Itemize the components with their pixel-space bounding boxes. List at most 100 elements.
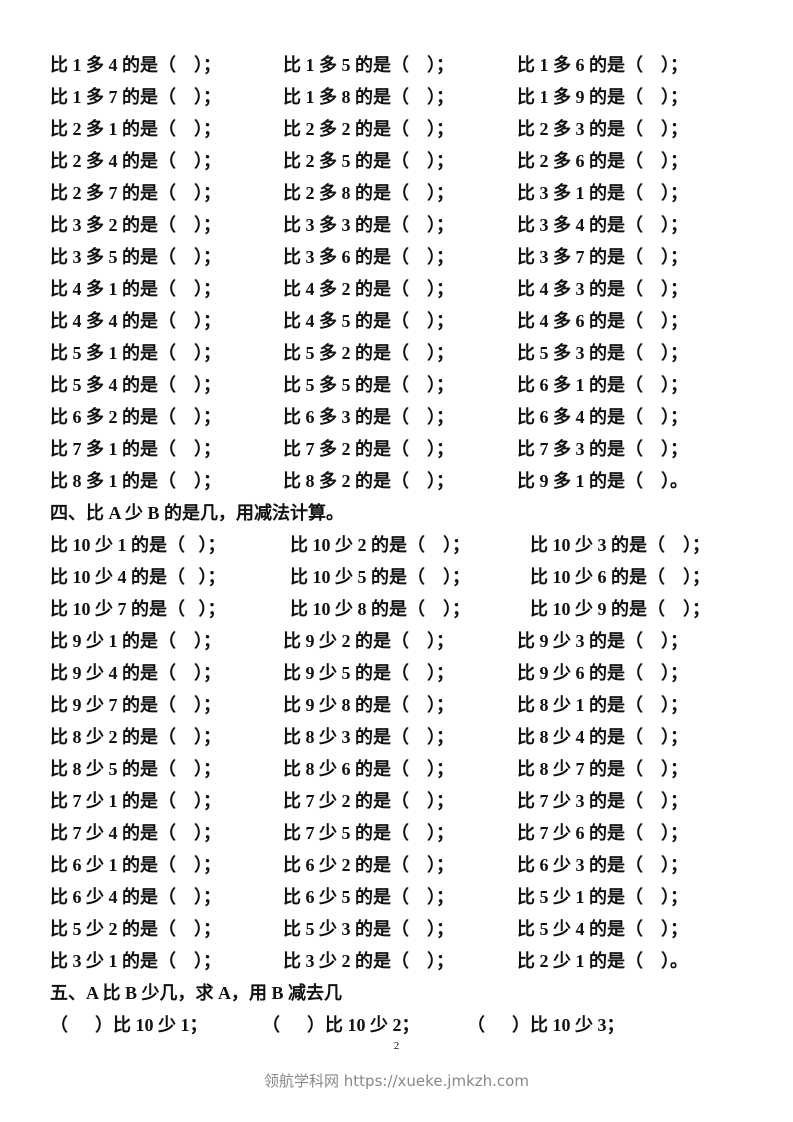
exercise-row: 比 7 多 1 的是（ ）； 比 7 多 2 的是（ ）； 比 7 多 3 的是（ …: [0, 434, 793, 464]
exercise-item: 比 6 少 5 的是（ ）；: [283, 887, 454, 907]
exercise-item: （ ）比 10 少 1；: [50, 1015, 208, 1035]
exercise-item: 比 10 少 1 的是（ ）；: [50, 535, 226, 555]
exercise-item: 比 6 少 4 的是（ ）；: [50, 887, 221, 907]
exercise-item: 比 9 多 1 的是（ ）。: [517, 471, 688, 491]
exercise-item: 比 5 少 2 的是（ ）；: [50, 919, 221, 939]
exercise-item: 比 5 多 1 的是（ ）；: [50, 343, 221, 363]
exercise-item: 比 6 多 3 的是（ ）；: [283, 407, 454, 427]
exercise-item: 比 5 多 3 的是（ ）；: [517, 343, 688, 363]
exercise-item: 比 1 多 9 的是（ ）；: [517, 87, 688, 107]
page-number: 2: [393, 1040, 400, 1052]
exercise-item: 比 7 少 3 的是（ ）；: [517, 791, 688, 811]
exercise-item: 比 2 多 6 的是（ ）；: [517, 151, 688, 171]
exercise-item: 比 7 少 6 的是（ ）；: [517, 823, 688, 843]
exercise-item: 比 3 多 2 的是（ ）；: [50, 215, 221, 235]
exercise-item: 比 6 少 3 的是（ ）；: [517, 855, 688, 875]
exercise-item: 比 3 多 7 的是（ ）；: [517, 247, 688, 267]
exercise-row: 比 1 多 7 的是（ ）； 比 1 多 8 的是（ ）； 比 1 多 9 的是（ …: [0, 82, 793, 112]
exercise-item: 比 2 多 2 的是（ ）；: [283, 119, 454, 139]
exercise-item: 比 3 多 4 的是（ ）；: [517, 215, 688, 235]
exercise-item: 比 10 少 5 的是（ ）；: [290, 567, 470, 587]
exercise-row: 比 9 少 4 的是（ ）； 比 9 少 5 的是（ ）； 比 9 少 6 的是（ …: [0, 658, 793, 688]
exercise-item: 比 5 多 2 的是（ ）；: [283, 343, 454, 363]
exercise-item: 比 10 少 2 的是（ ）；: [290, 535, 470, 555]
exercise-item: 比 6 多 4 的是（ ）；: [517, 407, 688, 427]
exercise-item: 比 4 多 3 的是（ ）；: [517, 279, 688, 299]
exercise-row: 比 10 少 4 的是（ ）； 比 10 少 5 的是（ ）； 比 10 少 6 的…: [0, 562, 793, 592]
exercise-row: 比 8 少 5 的是（ ）； 比 8 少 6 的是（ ）； 比 8 少 7 的是（ …: [0, 754, 793, 784]
exercise-row: 比 8 多 1 的是（ ）； 比 8 多 2 的是（ ）； 比 9 多 1 的是（ …: [0, 466, 793, 496]
exercise-row: 比 2 多 4 的是（ ）； 比 2 多 5 的是（ ）； 比 2 多 6 的是（ …: [0, 146, 793, 176]
exercise-item: 比 9 少 7 的是（ ）；: [50, 695, 221, 715]
exercise-row: 比 2 多 1 的是（ ）； 比 2 多 2 的是（ ）； 比 2 多 3 的是（ …: [0, 114, 793, 144]
exercise-item: 比 2 少 1 的是（ ）。: [517, 951, 688, 971]
exercise-item: 比 3 少 2 的是（ ）；: [283, 951, 454, 971]
exercise-item: 比 6 多 2 的是（ ）；: [50, 407, 221, 427]
exercise-item: 比 8 少 7 的是（ ）；: [517, 759, 688, 779]
exercise-item: 比 6 多 1 的是（ ）；: [517, 375, 688, 395]
exercise-item: 比 7 多 2 的是（ ）；: [283, 439, 454, 459]
exercise-item: 比 1 多 8 的是（ ）；: [283, 87, 454, 107]
footer-watermark: 领航学科网 https://xueke.jmkzh.com: [264, 1072, 529, 1090]
exercise-item: 比 7 少 2 的是（ ）；: [283, 791, 454, 811]
exercise-item: 比 9 少 8 的是（ ）；: [283, 695, 454, 715]
exercise-row: 比 9 少 7 的是（ ）； 比 9 少 8 的是（ ）； 比 8 少 1 的是（ …: [0, 690, 793, 720]
exercise-row: 比 3 少 1 的是（ ）； 比 3 少 2 的是（ ）； 比 2 少 1 的是（ …: [0, 946, 793, 976]
exercise-row: 比 5 多 4 的是（ ）； 比 5 多 5 的是（ ）； 比 6 多 1 的是（ …: [0, 370, 793, 400]
exercise-item: 比 1 多 5 的是（ ）；: [283, 55, 454, 75]
exercise-item: 比 8 多 2 的是（ ）；: [283, 471, 454, 491]
exercise-item: 比 2 多 3 的是（ ）；: [517, 119, 688, 139]
exercise-row: 比 4 多 4 的是（ ）； 比 4 多 5 的是（ ）； 比 4 多 6 的是（ …: [0, 306, 793, 336]
exercise-item: 比 2 多 1 的是（ ）；: [50, 119, 221, 139]
section-5-title: 五、A 比 B 少几，求 A，用 B 减去几: [50, 983, 343, 1003]
exercise-item: 比 10 少 6 的是（ ）；: [530, 567, 710, 587]
exercise-item: 比 10 少 8 的是（ ）；: [290, 599, 470, 619]
exercise-item: 比 10 少 9 的是（ ）；: [530, 599, 710, 619]
exercise-item: 比 9 少 2 的是（ ）；: [283, 631, 454, 651]
exercise-item: 比 10 少 7 的是（ ）；: [50, 599, 226, 619]
exercise-item: 比 2 多 4 的是（ ）；: [50, 151, 221, 171]
exercise-item: 比 7 多 1 的是（ ）；: [50, 439, 221, 459]
exercise-item: 比 8 少 1 的是（ ）；: [517, 695, 688, 715]
exercise-item: 比 8 少 4 的是（ ）；: [517, 727, 688, 747]
exercise-item: 比 8 少 2 的是（ ）；: [50, 727, 221, 747]
exercise-row: 比 6 少 1 的是（ ）； 比 6 少 2 的是（ ）； 比 6 少 3 的是（ …: [0, 850, 793, 880]
exercise-item: 比 7 少 5 的是（ ）；: [283, 823, 454, 843]
exercise-row: 比 10 少 1 的是（ ）； 比 10 少 2 的是（ ）； 比 10 少 3 的…: [0, 530, 793, 560]
exercise-item: 比 3 多 1 的是（ ）；: [517, 183, 688, 203]
exercise-row: 比 5 少 2 的是（ ）； 比 5 少 3 的是（ ）； 比 5 少 4 的是（ …: [0, 914, 793, 944]
exercise-item: 比 8 多 1 的是（ ）；: [50, 471, 221, 491]
exercise-item: 比 9 少 4 的是（ ）；: [50, 663, 221, 683]
exercise-item: 比 3 多 6 的是（ ）；: [283, 247, 454, 267]
exercise-item: 比 4 多 1 的是（ ）；: [50, 279, 221, 299]
exercise-item: 比 2 多 8 的是（ ）；: [283, 183, 454, 203]
exercise-row: 比 5 多 1 的是（ ）； 比 5 多 2 的是（ ）； 比 5 多 3 的是（ …: [0, 338, 793, 368]
section-4-title: 四、比 A 少 B 的是几，用减法计算。: [50, 503, 345, 523]
exercise-row: 比 7 少 4 的是（ ）； 比 7 少 5 的是（ ）； 比 7 少 6 的是（ …: [0, 818, 793, 848]
exercise-item: 比 10 少 4 的是（ ）；: [50, 567, 226, 587]
exercise-row: 比 9 少 1 的是（ ）； 比 9 少 2 的是（ ）； 比 9 少 3 的是（ …: [0, 626, 793, 656]
exercise-item: 比 1 多 4 的是（ ）；: [50, 55, 221, 75]
exercise-row: 比 6 多 2 的是（ ）； 比 6 多 3 的是（ ）； 比 6 多 4 的是（ …: [0, 402, 793, 432]
exercise-item: 比 6 少 1 的是（ ）；: [50, 855, 221, 875]
exercise-item: 比 4 多 6 的是（ ）；: [517, 311, 688, 331]
exercise-row: 比 3 多 5 的是（ ）； 比 3 多 6 的是（ ）； 比 3 多 7 的是（ …: [0, 242, 793, 272]
exercise-row: 比 6 少 4 的是（ ）； 比 6 少 5 的是（ ）； 比 5 少 1 的是（ …: [0, 882, 793, 912]
exercise-item: （ ）比 10 少 2；: [262, 1015, 420, 1035]
exercise-item: 比 5 少 4 的是（ ）；: [517, 919, 688, 939]
exercise-item: 比 4 多 5 的是（ ）；: [283, 311, 454, 331]
exercise-item: 比 4 多 2 的是（ ）；: [283, 279, 454, 299]
exercise-item: 比 7 多 3 的是（ ）；: [517, 439, 688, 459]
exercise-item: 比 10 少 3 的是（ ）；: [530, 535, 710, 555]
exercise-item: 比 9 少 3 的是（ ）；: [517, 631, 688, 651]
exercise-row: 比 1 多 4 的是（ ）； 比 1 多 5 的是（ ）； 比 1 多 6 的是（ …: [0, 50, 793, 80]
exercise-row: 比 7 少 1 的是（ ）； 比 7 少 2 的是（ ）； 比 7 少 3 的是（ …: [0, 786, 793, 816]
exercise-row: 比 3 多 2 的是（ ）； 比 3 多 3 的是（ ）； 比 3 多 4 的是（ …: [0, 210, 793, 240]
exercise-item: 比 5 多 4 的是（ ）；: [50, 375, 221, 395]
exercise-item: 比 7 少 1 的是（ ）；: [50, 791, 221, 811]
exercise-row: （ ）比 10 少 1； （ ）比 10 少 2； （ ）比 10 少 3；: [0, 1010, 793, 1040]
exercise-item: 比 6 少 2 的是（ ）；: [283, 855, 454, 875]
exercise-item: 比 9 少 6 的是（ ）；: [517, 663, 688, 683]
exercise-item: 比 5 少 1 的是（ ）；: [517, 887, 688, 907]
exercise-item: 比 3 多 5 的是（ ）；: [50, 247, 221, 267]
